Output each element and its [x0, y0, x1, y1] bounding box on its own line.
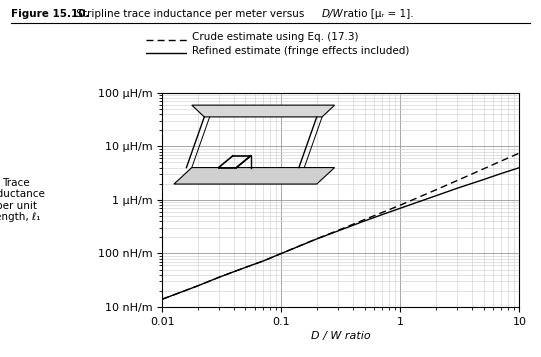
Text: Crude estimate using Eq. (17.3): Crude estimate using Eq. (17.3) [192, 32, 359, 42]
Text: Refined estimate (fringe effects included): Refined estimate (fringe effects include… [192, 46, 410, 56]
Text: Trace
inductance
per unit
length, ℓ₁: Trace inductance per unit length, ℓ₁ [0, 177, 45, 222]
Text: Figure 15.10.: Figure 15.10. [11, 9, 89, 19]
Text: ratio [μᵣ = 1].: ratio [μᵣ = 1]. [340, 9, 413, 19]
X-axis label: D / W ratio: D / W ratio [311, 331, 371, 341]
Text: D/W: D/W [322, 9, 344, 19]
Text: Stripline trace inductance per meter versus: Stripline trace inductance per meter ver… [73, 9, 308, 19]
Polygon shape [192, 105, 334, 117]
Polygon shape [174, 167, 334, 184]
